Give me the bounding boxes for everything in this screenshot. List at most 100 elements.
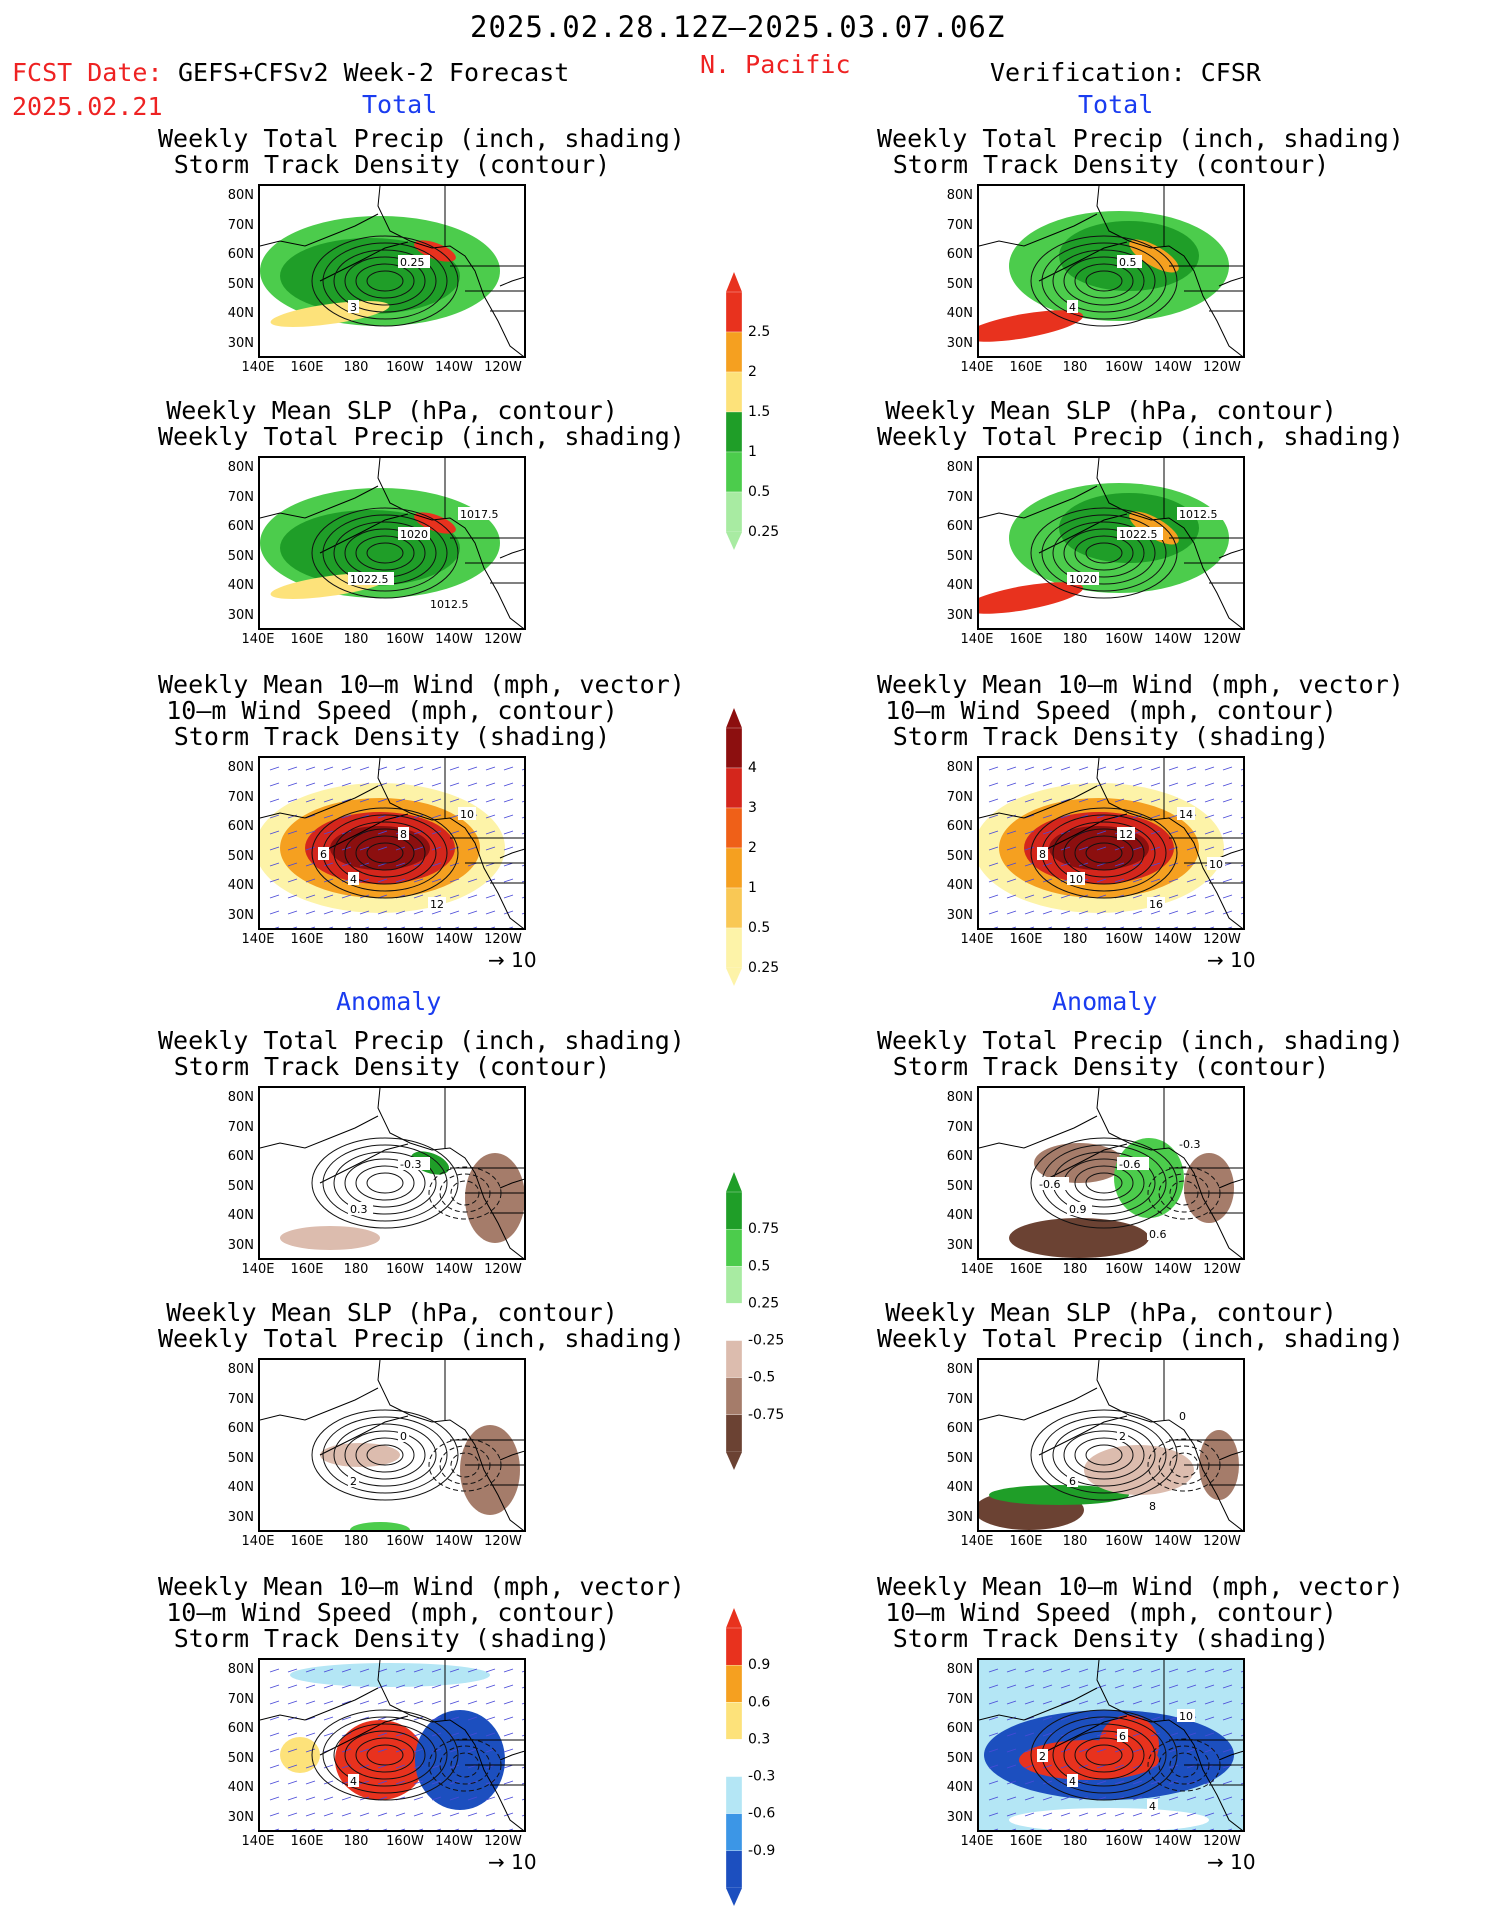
contour-line [1085,842,1123,864]
wind-vector [454,1828,460,1830]
map-panel: 10 12 14 16 8 10 [977,756,1245,930]
colorbar-label: 1.5 [748,404,770,420]
colorbar-label: 0.9 [748,1657,770,1673]
colorbar-label: 0.25 [748,1295,779,1311]
wind-vector [521,1670,524,1673]
wind-vector [1078,1668,1089,1673]
panel-title-line: Storm Track Density (contour) [892,1052,1330,1081]
wind-vector [1006,814,1017,819]
wind-vector [1042,782,1053,787]
wind-vector [413,1668,424,1673]
lon-label: 160W [386,1534,424,1549]
contour-line [1169,1180,1199,1206]
lon-label: 120W [484,632,522,647]
wind-vector [328,1828,334,1830]
contour-line [355,835,415,871]
wind-vector [395,1780,406,1785]
contour-line [1085,270,1123,292]
wind-vector [988,846,999,851]
wind-vector [1078,766,1089,771]
wind-vector [400,1828,406,1830]
wind-vector [1186,798,1197,803]
wind-vector [1024,846,1035,851]
lat-label: 30N [946,907,973,923]
section-total-left: Total [362,90,438,119]
contour-line [439,1173,491,1213]
wind-vector [395,766,406,771]
wind-vector [269,846,280,851]
wind-vector [418,1828,424,1830]
wind-vector [1024,1684,1035,1689]
wind-vector [413,766,424,771]
panel-title: Weekly Mean 10–m Wind (mph, vector) 10–m … [158,672,685,750]
contour-line [439,1445,491,1485]
map-panel: 1022.5 1020 1017.5 1012.5 [258,456,526,630]
wind-vector [323,1812,334,1817]
wind-vector [1024,1812,1035,1817]
colorbar-label: 0.3 [748,1731,770,1747]
wind-vector [1168,1684,1179,1689]
contour-line [1074,1737,1134,1773]
wind-vector [359,766,370,771]
contour-label: 10 [1179,1710,1193,1723]
wind-vector [359,910,370,915]
lon-label: 180 [1062,360,1088,375]
panel-title: Weekly Total Precip (inch, shading) Storm… [158,126,685,178]
wind-vector [1150,1764,1161,1769]
wind-vector [431,1748,442,1753]
wind-vector [1132,1796,1143,1801]
contour-line [1085,542,1123,564]
wind-vector [341,1700,352,1705]
wind-vector [1006,1812,1017,1817]
wind-vector [1150,1780,1161,1785]
wind-vector [1006,878,1017,883]
wind-vector [323,910,334,915]
section-anomaly-right: Anomaly [1052,987,1158,1016]
wind-vector [1173,926,1179,928]
wind-vector [988,878,999,883]
panel-title: Weekly Mean SLP (hPa, contour) Weekly Tot… [158,1300,685,1352]
wind-vector [287,1668,298,1673]
wind-vector [521,832,524,835]
lat-label: 30N [946,607,973,623]
wind-vector [269,782,280,787]
wind-vector [988,1716,999,1721]
wind-vector [1060,1748,1071,1753]
contour-line [311,1709,459,1801]
panel-title-line: Weekly Mean SLP (hPa, contour) [166,396,618,425]
wind-vector [413,1796,424,1801]
wind-vector [1173,1828,1179,1830]
contour-line [1158,1445,1210,1485]
wind-vector [1168,894,1179,899]
wind-vector [1042,1684,1053,1689]
contour-line [333,1151,437,1215]
map-canvas: 6 2 0 8 [979,1360,1243,1530]
wind-vector [1006,1700,1017,1705]
wind-vector [292,926,298,928]
wind-vector [1240,1702,1243,1705]
lon-label: 180 [1062,1834,1088,1849]
lon-label: 140W [1154,1834,1192,1849]
wind-vector [1222,910,1233,915]
lon-label: 140E [960,1834,994,1849]
lon-label: 160E [1009,1262,1043,1277]
wind-vector [1060,766,1071,771]
lat-label: 40N [946,878,973,893]
wind-vector [1096,1668,1107,1673]
wind-vector [292,1828,298,1830]
contour-line [1169,1752,1199,1778]
wind-vector [1168,1780,1179,1785]
wind-vector [1096,1684,1107,1689]
contour-line [355,1437,415,1473]
colorbar-label: 0.5 [748,920,770,936]
wind-vector [1024,894,1035,899]
wind-vector [1204,910,1215,915]
wind-vector [988,1796,999,1801]
panel-title: Weekly Total Precip (inch, shading) Storm… [877,126,1404,178]
wind-vector [521,912,524,915]
map-canvas: 20 [260,1360,524,1530]
colorbar-segment [725,767,743,809]
wind-vector [359,1700,370,1705]
wind-vector [1137,1828,1143,1830]
panel-title-line: Storm Track Density (shading) [892,1624,1330,1653]
